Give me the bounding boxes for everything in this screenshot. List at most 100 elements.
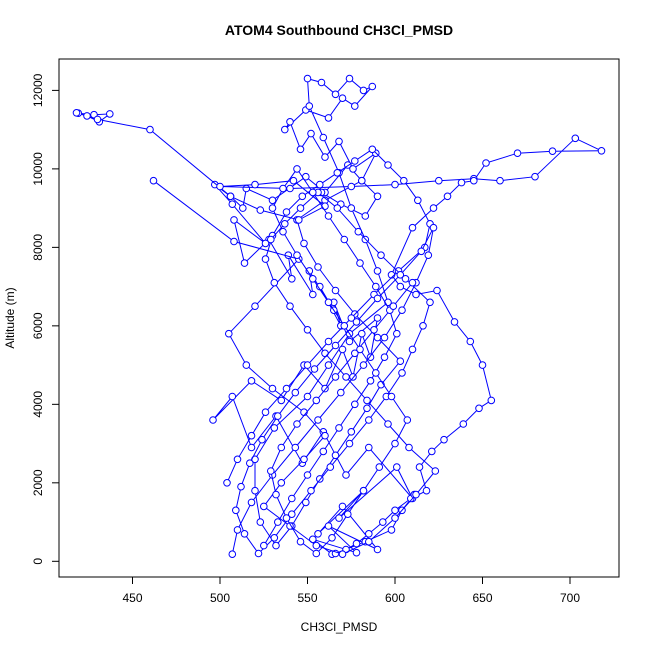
data-point	[344, 510, 352, 519]
data-point	[267, 467, 275, 475]
data-point	[321, 153, 329, 161]
data-point	[345, 337, 354, 346]
data-point	[281, 220, 289, 228]
data-point	[338, 502, 347, 511]
data-point	[296, 204, 305, 212]
data-point	[347, 204, 356, 212]
data-point	[335, 514, 343, 522]
data-point	[363, 404, 371, 413]
data-point	[340, 235, 349, 244]
data-point	[450, 318, 459, 326]
y-tick-label: 8000	[31, 234, 45, 261]
data-point	[247, 377, 256, 385]
data-point	[246, 459, 254, 468]
data-point	[303, 471, 312, 479]
data-point	[321, 202, 329, 210]
data-point	[405, 443, 413, 452]
data-point	[233, 455, 242, 464]
data-point	[347, 182, 356, 191]
data-point	[303, 326, 312, 334]
data-point	[349, 165, 357, 173]
data-point	[342, 471, 350, 479]
data-point	[281, 125, 289, 134]
data-point	[412, 490, 420, 499]
data-point	[83, 112, 91, 120]
data-point	[305, 102, 314, 110]
data-point	[337, 388, 345, 397]
data-point	[319, 133, 328, 142]
x-tick-label: 550	[297, 591, 317, 605]
data-point	[254, 549, 263, 558]
data-point	[251, 486, 259, 495]
data-point	[277, 479, 286, 487]
data-point	[396, 357, 405, 366]
data-point	[408, 223, 417, 232]
data-point	[429, 204, 438, 212]
data-point	[331, 90, 340, 99]
data-point	[312, 541, 321, 550]
data-point	[295, 216, 303, 224]
x-axis-label: CH3Cl_PMSD	[301, 620, 378, 634]
data-point	[251, 180, 259, 189]
data-point	[247, 431, 256, 440]
data-point	[279, 227, 287, 236]
data-point	[391, 180, 399, 189]
data-point	[242, 361, 251, 369]
data-point	[373, 314, 382, 322]
data-point	[548, 147, 557, 155]
data-point	[356, 259, 364, 267]
data-point	[433, 286, 441, 295]
data-point	[351, 349, 359, 358]
data-point	[487, 396, 496, 405]
data-point	[261, 255, 270, 263]
data-point	[340, 322, 349, 330]
y-tick-label: 2000	[31, 469, 45, 496]
data-point	[247, 498, 256, 507]
data-point	[384, 420, 392, 428]
data-point	[260, 541, 268, 550]
data-series-layer	[72, 74, 606, 559]
data-point	[324, 114, 333, 122]
data-point	[317, 78, 326, 87]
data-point	[380, 333, 389, 342]
data-point	[354, 227, 363, 236]
data-point	[291, 388, 300, 397]
data-point	[314, 530, 322, 538]
data-point	[307, 486, 315, 495]
data-point	[277, 443, 286, 452]
data-point	[149, 176, 158, 185]
data-point	[398, 369, 406, 377]
y-tick-label: 4000	[31, 391, 45, 418]
data-point	[302, 498, 310, 507]
data-point	[377, 251, 385, 259]
y-tick-label: 0	[31, 558, 45, 565]
data-point	[431, 467, 440, 475]
data-point	[389, 302, 398, 311]
data-point	[261, 239, 270, 248]
data-point	[380, 353, 389, 362]
series-line	[153, 148, 436, 555]
data-point	[106, 110, 114, 118]
data-point	[415, 463, 424, 471]
x-axis: 450 500 550 600 650 700	[122, 576, 580, 605]
data-point	[482, 159, 490, 167]
data-point	[345, 74, 354, 83]
data-point	[277, 396, 286, 405]
data-point	[368, 145, 377, 154]
data-point	[240, 530, 249, 538]
y-axis-label: Altitude (m)	[3, 287, 17, 348]
data-point	[373, 267, 382, 275]
data-point	[478, 361, 487, 369]
data-point	[230, 216, 238, 224]
data-point	[300, 239, 308, 248]
data-point	[228, 550, 237, 559]
data-point	[531, 172, 539, 181]
data-point	[286, 184, 294, 193]
data-point	[289, 176, 298, 185]
data-point	[342, 373, 350, 381]
data-point	[347, 314, 356, 322]
data-point	[291, 443, 300, 452]
data-point	[373, 545, 382, 554]
data-point	[396, 271, 405, 279]
